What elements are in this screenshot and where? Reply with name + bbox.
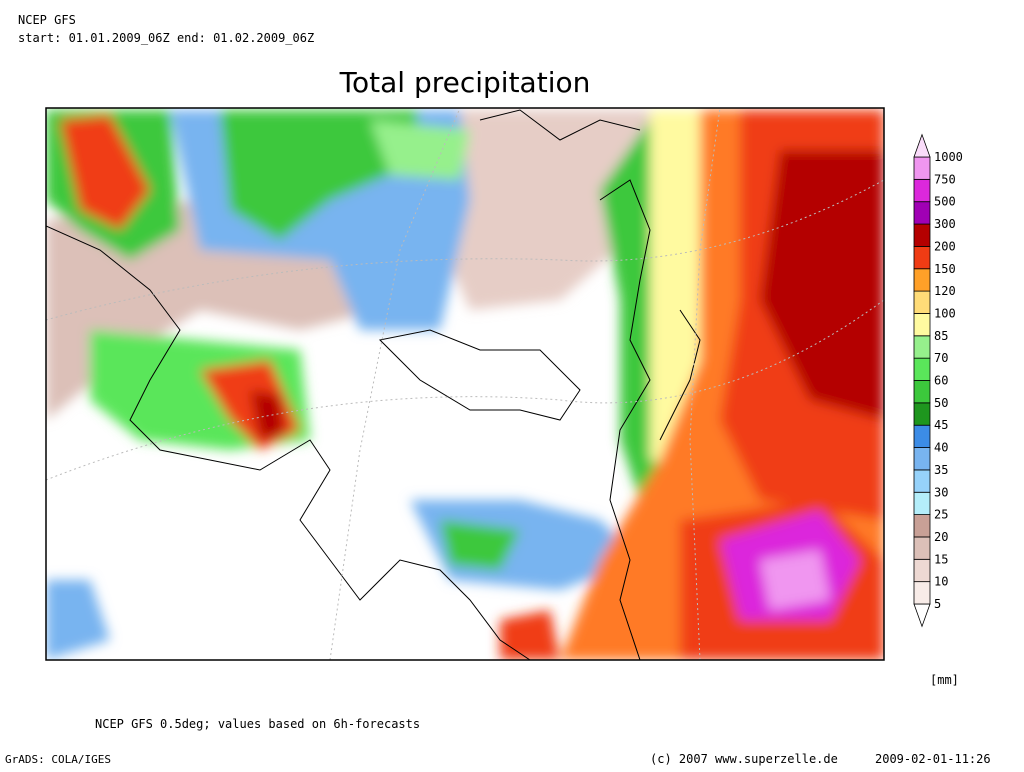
colorbar-box bbox=[913, 469, 931, 493]
colorbar-box bbox=[913, 558, 931, 583]
map-title: Total precipitation bbox=[339, 66, 591, 99]
source-note: NCEP GFS 0.5deg; values based on 6h-fore… bbox=[95, 717, 420, 731]
period-label: start: 01.01.2009_06Z end: 01.02.2009_06… bbox=[18, 31, 314, 45]
colorbar-box bbox=[913, 335, 931, 359]
colorbar-box bbox=[913, 357, 931, 381]
colorbar-box bbox=[913, 536, 931, 560]
colorbar-box bbox=[913, 313, 931, 337]
colorbar-label: 200 bbox=[934, 239, 956, 253]
colorbar-label: 1000 bbox=[934, 150, 963, 164]
colorbar-label: 70 bbox=[934, 351, 948, 365]
colorbar-box bbox=[913, 223, 931, 247]
colorbar-box bbox=[913, 424, 931, 448]
colorbar-label: 750 bbox=[934, 172, 956, 186]
colorbar-label: 50 bbox=[934, 396, 948, 410]
colorbar-label: 20 bbox=[934, 530, 948, 544]
colorbar-end bbox=[913, 133, 931, 158]
colorbar-end bbox=[913, 603, 931, 628]
colorbar-box bbox=[913, 581, 931, 605]
legend: 5 10 15 20 25 30 35 40 45 50 60 70 85 100 120 150 200 300… bbox=[913, 133, 963, 628]
colorbar-box bbox=[913, 402, 931, 426]
colorbar-box bbox=[913, 290, 931, 314]
colorbar-box bbox=[913, 268, 931, 292]
colorbar-label: 500 bbox=[934, 195, 956, 209]
colorbar-label: 10 bbox=[934, 575, 948, 589]
colorbar-box bbox=[913, 156, 931, 180]
colorbar-box bbox=[913, 491, 931, 516]
colorbar-box bbox=[913, 178, 931, 203]
colorbar-label: 35 bbox=[934, 463, 948, 477]
colorbar-label: 15 bbox=[934, 552, 948, 566]
colorbar-box bbox=[913, 514, 931, 538]
precip-map bbox=[46, 108, 884, 660]
timestamp: 2009-02-01-11:26 bbox=[875, 752, 991, 766]
colorbar-label: 85 bbox=[934, 329, 948, 343]
colorbar-box bbox=[913, 380, 931, 404]
colorbar-label: 60 bbox=[934, 374, 948, 388]
unit-label: [mm] bbox=[930, 673, 959, 687]
colorbar-label: 120 bbox=[934, 284, 956, 298]
colorbar-box bbox=[913, 245, 931, 270]
colorbar-label: 300 bbox=[934, 217, 956, 231]
software-credit: GrADS: COLA/IGES bbox=[5, 753, 111, 766]
colorbar-label: 100 bbox=[934, 306, 956, 320]
colorbar-label: 30 bbox=[934, 485, 948, 499]
model-label: NCEP GFS bbox=[18, 13, 76, 27]
colorbar-label: 5 bbox=[934, 597, 941, 611]
colorbar-box bbox=[913, 447, 931, 471]
colorbar-box bbox=[913, 201, 931, 225]
colorbar-label: 25 bbox=[934, 508, 948, 522]
colorbar-label: 45 bbox=[934, 418, 948, 432]
colorbar-label: 150 bbox=[934, 262, 956, 276]
map-frame bbox=[45, 107, 885, 661]
colorbar-label: 40 bbox=[934, 441, 948, 455]
copyright: (c) 2007 www.superzelle.de bbox=[650, 752, 838, 766]
